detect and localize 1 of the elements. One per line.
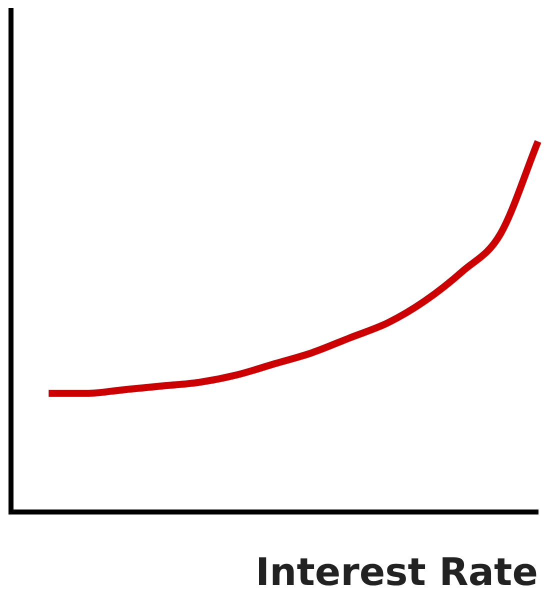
x-axis-title: Interest Rate [256,550,538,594]
